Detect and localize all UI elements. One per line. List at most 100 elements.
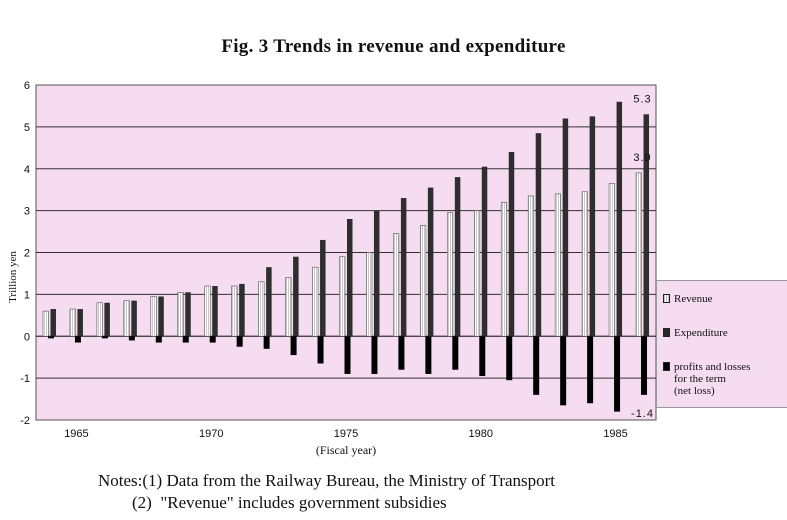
revenue-bar [96,302,103,337]
net-loss-bar [182,336,189,343]
x-tick-label: 1975 [334,428,358,440]
data-label: -1.4 [631,408,654,420]
expenditure-bar [454,177,461,337]
y-tick-label: -1 [20,373,30,385]
y-tick-label: 2 [24,248,30,260]
expenditure-bar [266,267,272,337]
x-tick-label: 1970 [199,428,223,440]
y-axis-label: Trillion yen [7,251,19,303]
net-loss-bar [155,336,162,343]
revenue-bar [204,285,211,337]
revenue-bar [393,233,400,337]
data-label: 3.9 [633,152,651,164]
y-tick-label: 4 [24,164,30,176]
legend-swatch-revenue [663,294,670,303]
x-tick-label: 1980 [469,428,493,440]
expenditure-bar [373,210,380,337]
revenue-bar [608,183,615,337]
net-loss-bar [425,336,432,374]
legend-item-expenditure: Expenditure [663,327,728,339]
revenue-bar [339,256,346,337]
legend-item-revenue: Revenue [663,293,712,305]
notes: Notes:(1) Data from the Railway Bureau, … [98,470,555,514]
legend-item-profits: profits and losses for the term (net los… [663,361,750,397]
expenditure-bar [239,283,245,337]
revenue-bar [581,191,588,337]
revenue-bar [150,296,157,337]
net-loss-bar [290,336,297,356]
expenditure-bar [185,292,191,337]
revenue-bar [527,195,534,337]
revenue-bar [123,300,130,337]
expenditure-bar [643,114,650,337]
revenue-bar [366,252,373,337]
legend-label-profits: profits and losses for the term (net los… [674,361,751,397]
net-loss-bar [398,336,405,370]
y-tick-label: 0 [24,331,30,343]
net-loss-bar [101,336,108,339]
net-loss-bar [344,336,351,374]
expenditure-bar [616,101,623,337]
y-tick-label: 5 [24,122,30,134]
chart-title: Fig. 3 Trends in revenue and expenditure [221,36,566,57]
net-loss-bar [47,336,54,339]
expenditure-bar [50,309,56,337]
note-line-1: Notes:(1) Data from the Railway Bureau, … [98,471,556,490]
expenditure-bar [212,286,218,337]
x-tick-label: 1985 [603,428,627,440]
revenue-bar [635,172,642,337]
net-loss-bar [128,336,135,341]
net-loss-bar [533,336,540,395]
net-loss-bar [560,336,567,406]
net-loss-bar [452,336,459,370]
revenue-bar [447,212,454,337]
expenditure-bar [320,239,326,337]
note-line-2: (2) "Revenue" includes government subsid… [98,493,447,512]
expenditure-bar [481,166,488,337]
expenditure-bar [77,309,83,337]
net-loss-bar [614,336,621,412]
net-loss-bar [479,336,486,377]
expenditure-bar [535,133,542,337]
expenditure-bar [508,152,515,337]
y-tick-label: 1 [24,289,30,301]
y-tick-label: 3 [24,206,30,218]
expenditure-bar [589,116,596,337]
legend-swatch-profits [663,362,670,371]
revenue-bar [258,281,265,337]
x-axis-label: (Fiscal year) [316,443,376,457]
revenue-bar [42,310,49,337]
expenditure-bar [293,256,299,337]
expenditure-bar [131,300,137,337]
revenue-bar [554,193,561,337]
data-label: 5.3 [633,93,651,105]
net-loss-bar [371,336,378,374]
expenditure-bar [158,296,164,337]
y-tick-label: -2 [20,415,30,427]
net-loss-bar [209,336,216,343]
revenue-bar [69,308,76,337]
expenditure-bar [562,118,569,337]
net-loss-bar [506,336,513,381]
chart-legend: Revenue Expenditure profits and losses f… [656,280,787,408]
x-tick-label: 1965 [64,428,88,440]
legend-label-expenditure: Expenditure [674,327,728,339]
net-loss-bar [263,336,270,349]
revenue-bar [285,277,292,337]
y-tick-label: 6 [24,80,30,92]
net-loss-bar [236,336,243,347]
revenue-bar [420,224,427,337]
revenue-bar [312,266,319,337]
revenue-bar [500,201,508,337]
revenue-bar [177,291,184,337]
revenue-bar [231,285,238,337]
expenditure-bar [400,198,407,337]
legend-label-revenue: Revenue [674,293,713,305]
net-loss-bar [587,336,594,404]
expenditure-bar [347,219,353,337]
expenditure-bar [427,187,434,337]
net-loss-bar [641,336,648,395]
net-loss-bar [74,336,81,343]
